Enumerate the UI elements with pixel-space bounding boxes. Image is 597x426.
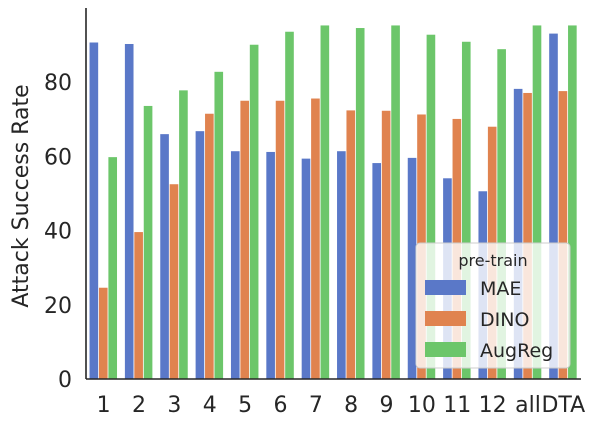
bar-mae-6 (266, 151, 275, 379)
x-tick-label: all (515, 393, 541, 418)
bar-mae-4 (195, 131, 205, 379)
bar-augreg-8 (355, 28, 365, 380)
bar-augreg-10 (426, 34, 436, 380)
bars-group (89, 25, 577, 380)
bar-augreg-11 (461, 41, 471, 379)
y-tick-label: 0 (58, 368, 72, 393)
bar-mae-2 (124, 43, 134, 380)
y-tick-label: 80 (44, 71, 72, 96)
bar-augreg-2 (143, 105, 153, 379)
y-tick-label: 40 (44, 220, 72, 245)
bar-dino-8 (346, 110, 356, 380)
bar-mae-10 (407, 157, 417, 379)
bar-dino-dta (558, 91, 568, 379)
bar-dino-7 (311, 98, 320, 380)
x-tick-label: 2 (132, 393, 146, 418)
bar-augreg-1 (108, 157, 118, 379)
bar-augreg-9 (391, 25, 400, 379)
x-tick-label: 4 (203, 393, 217, 418)
legend-swatch-augreg (425, 342, 466, 357)
x-tick-label: 12 (479, 393, 507, 418)
x-tick-label: DTA (541, 393, 585, 418)
bar-augreg-6 (285, 31, 294, 380)
bar-dino-4 (205, 113, 214, 380)
bar-mae-dta (549, 33, 558, 379)
bar-augreg-7 (320, 25, 330, 379)
bar-augreg-12 (497, 49, 506, 380)
bar-mae-8 (337, 151, 346, 379)
axes-group (85, 8, 581, 380)
bar-mae-all (513, 88, 523, 379)
bar-dino-9 (381, 110, 391, 380)
bar-dino-5 (240, 100, 250, 379)
bar-augreg-3 (179, 90, 188, 380)
legend-swatch-dino (425, 311, 466, 326)
legend-label-mae: MAE (480, 278, 521, 300)
legend-label-dino: DINO (480, 309, 529, 331)
bar-mae-9 (372, 163, 382, 379)
bar-augreg-all (532, 25, 542, 379)
bar-dino-all (523, 92, 532, 380)
x-tick-label: 9 (380, 393, 394, 418)
bar-augreg-dta (568, 25, 577, 379)
legend-label-augreg: AugReg (480, 340, 553, 362)
x-tick-label: 5 (238, 393, 252, 418)
legend-items: MAE DINO AugReg (425, 278, 553, 362)
x-tick-label: 3 (167, 393, 181, 418)
x-tick-label: 7 (309, 393, 323, 418)
y-axis-label: Attack Success Rate (9, 84, 34, 307)
bar-mae-1 (89, 42, 99, 379)
bar-dino-6 (275, 100, 285, 379)
bar-mae-7 (301, 158, 311, 379)
bar-augreg-4 (214, 71, 224, 379)
bar-dino-3 (169, 184, 179, 379)
x-tick-label: 11 (443, 393, 471, 418)
legend: pre-train MAE DINO AugReg (415, 242, 571, 369)
legend-title: pre-train (458, 251, 527, 270)
x-tick-label: 10 (408, 393, 436, 418)
x-tick-label: 1 (97, 393, 111, 418)
legend-frame (415, 242, 571, 369)
legend-swatch-mae (425, 280, 466, 295)
y-tick-label: 60 (44, 145, 72, 170)
bar-dino-1 (98, 287, 108, 379)
bar-dino-2 (134, 232, 143, 379)
bar-mae-5 (230, 151, 240, 379)
y-tick-label: 20 (44, 294, 72, 319)
x-tick-label: 8 (344, 393, 358, 418)
bar-augreg-5 (249, 44, 259, 379)
x-tick-label: 6 (273, 393, 287, 418)
bar-mae-3 (160, 134, 169, 379)
